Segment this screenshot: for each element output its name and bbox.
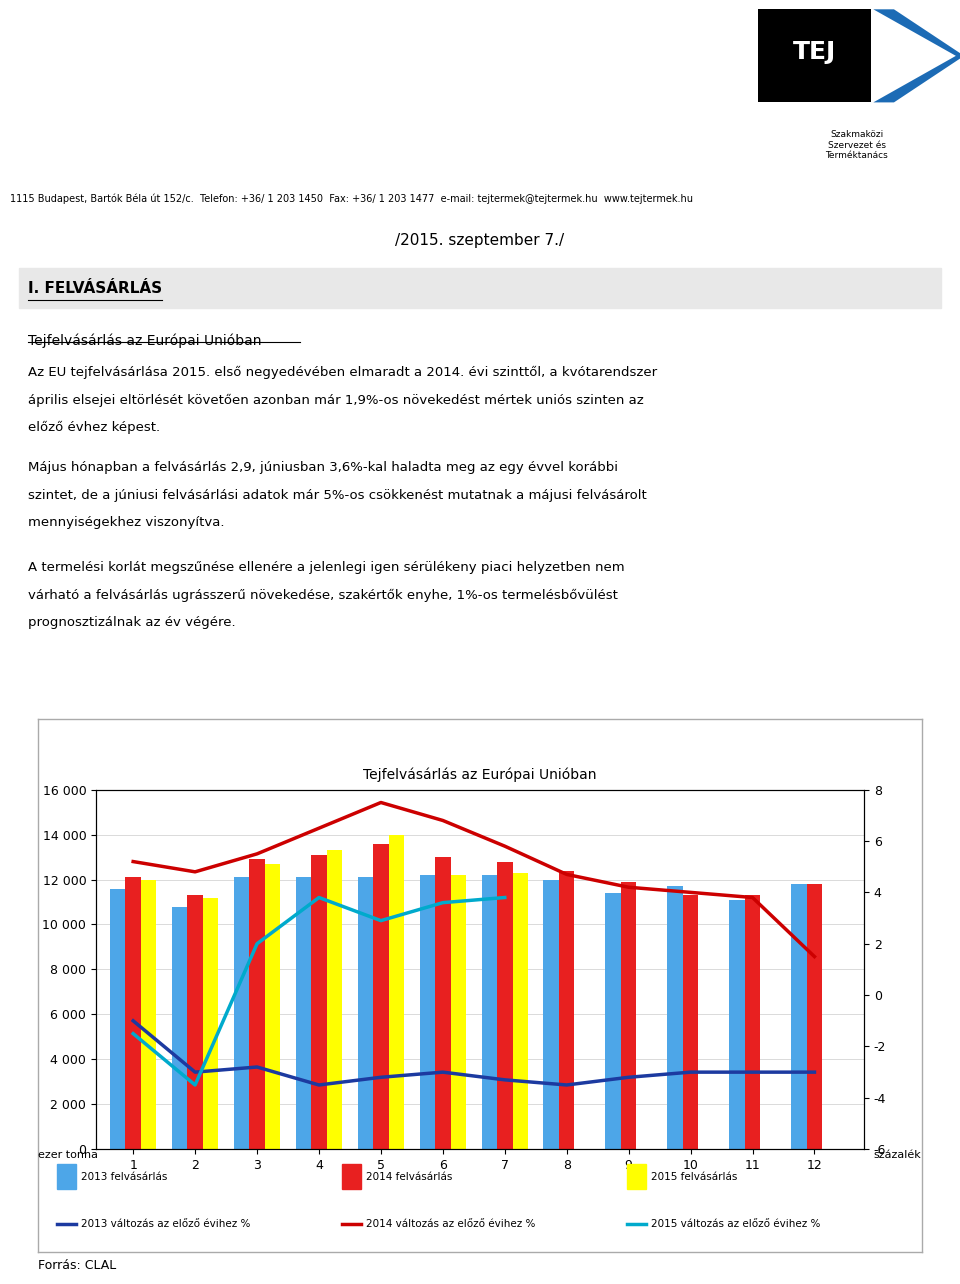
Bar: [57, 1165, 76, 1189]
Bar: [482, 876, 497, 1149]
Bar: [110, 889, 126, 1149]
Text: /2015. szeptember 7./: /2015. szeptember 7./: [396, 234, 564, 248]
Text: 2015 változás az előző évihez %: 2015 változás az előző évihez %: [651, 1219, 821, 1229]
Bar: [497, 862, 513, 1149]
Bar: [606, 894, 621, 1149]
Bar: [559, 871, 574, 1149]
Text: várható a felvásárlás ugrásszerű növekedése, szakértők enyhe, 1%-os termelésbővü: várható a felvásárlás ugrásszerű növeked…: [29, 589, 618, 602]
Text: A termelési korlát megszűnése ellenére a jelenlegi igen sérülékeny piaci helyzet: A termelési korlát megszűnése ellenére a…: [29, 561, 625, 574]
Text: Tej Szakmaközi Szervezet és Terméktanács: Tej Szakmaközi Szervezet és Terméktanács: [74, 48, 680, 73]
Bar: [187, 895, 203, 1149]
Text: Forrás: CLAL: Forrás: CLAL: [38, 1258, 117, 1271]
Title: Tejfelvásárlás az Európai Unióban: Tejfelvásárlás az Európai Unióban: [363, 767, 597, 782]
Bar: [806, 883, 822, 1149]
Bar: [250, 859, 265, 1149]
Text: százalék: százalék: [874, 1150, 922, 1161]
Bar: [126, 877, 141, 1149]
Text: 1115 Budapest, Bartók Béla út 152/c.  Telefon: +36/ 1 203 1450  Fax: +36/ 1 203 : 1115 Budapest, Bartók Béla út 152/c. Tel…: [10, 194, 692, 204]
Polygon shape: [874, 9, 960, 103]
Text: előző évhez képest.: előző évhez képest.: [29, 421, 160, 434]
Bar: [296, 877, 311, 1149]
Text: prognosztizálnak az év végére.: prognosztizálnak az év végére.: [29, 616, 236, 629]
Text: Május hónapban a felvásárlás 2,9, júniusban 3,6%-kal haladta meg az egy évvel ko: Május hónapban a felvásárlás 2,9, június…: [29, 461, 618, 474]
Bar: [326, 850, 342, 1149]
Bar: [745, 895, 760, 1149]
Bar: [627, 1165, 646, 1189]
Text: TEJ: TEJ: [793, 40, 836, 64]
Bar: [543, 880, 559, 1149]
Bar: [791, 883, 806, 1149]
Bar: [450, 876, 466, 1149]
Bar: [373, 844, 389, 1149]
Bar: [265, 864, 280, 1149]
Text: 2014 változás az előző évihez %: 2014 változás az előző évihez %: [366, 1219, 536, 1229]
Bar: [342, 1165, 361, 1189]
Bar: [730, 900, 745, 1149]
Bar: [435, 858, 450, 1149]
Text: I. FELVÁSÁRLÁS: I. FELVÁSÁRLÁS: [29, 281, 162, 295]
Bar: [19, 268, 941, 308]
Bar: [667, 886, 683, 1149]
Text: mennyiségekhez viszonyítva.: mennyiségekhez viszonyítva.: [29, 516, 225, 529]
FancyBboxPatch shape: [757, 9, 872, 103]
Text: Tejfelvásárlás az Európai Unióban: Tejfelvásárlás az Európai Unióban: [29, 334, 262, 348]
Text: PIACI HELYZETELEMZÉS: PIACI HELYZETELEMZÉS: [248, 152, 506, 169]
Text: 2013 változás az előző évihez %: 2013 változás az előző évihez %: [81, 1219, 251, 1229]
Bar: [141, 880, 156, 1149]
Bar: [358, 877, 373, 1149]
Text: Az EU tejfelvásárlása 2015. első negyedévében elmaradt a 2014. évi szinttől, a k: Az EU tejfelvásárlása 2015. első negyedé…: [29, 366, 658, 379]
Bar: [621, 882, 636, 1149]
Text: ezer tonna: ezer tonna: [38, 1150, 99, 1161]
Bar: [172, 907, 187, 1149]
Text: 2015 felvásárlás: 2015 felvásárlás: [651, 1171, 737, 1181]
Text: 2013 felvásárlás: 2013 felvásárlás: [81, 1171, 167, 1181]
Text: 2014 felvásárlás: 2014 felvásárlás: [366, 1171, 452, 1181]
Text: Szakmaközi
Szervezet és
Terméktanács: Szakmaközi Szervezet és Terméktanács: [826, 130, 888, 160]
Bar: [420, 876, 435, 1149]
Bar: [513, 873, 528, 1149]
Text: április elsejei eltörlését követően azonban már 1,9%-os növekedést mértek uniós : április elsejei eltörlését követően azon…: [29, 394, 644, 407]
Text: szintet, de a júniusi felvásárlási adatok már 5%-os csökkenést mutatnak a májusi: szintet, de a júniusi felvásárlási adato…: [29, 489, 647, 502]
Bar: [203, 898, 218, 1149]
Bar: [311, 855, 326, 1149]
Bar: [683, 895, 698, 1149]
Bar: [234, 877, 250, 1149]
Bar: [389, 835, 404, 1149]
